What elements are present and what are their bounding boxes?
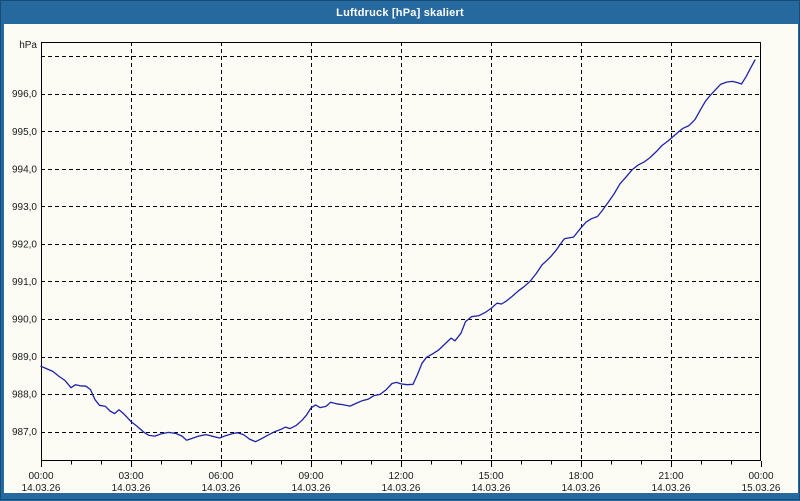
y-tick-label: 989,0 <box>12 352 37 363</box>
y-tick-label: 992,0 <box>12 239 37 250</box>
y-axis-tick-labels: 987,0 988,0 989,0 990,0 991,0 992,0 993,0 994,0… <box>12 89 37 438</box>
y-tick-label: 988,0 <box>12 390 37 401</box>
x-date-label: 14.03.26 <box>22 483 61 494</box>
x-date-label: 15.03.26 <box>742 483 781 494</box>
x-date-label: 14.03.26 <box>292 483 331 494</box>
y-tick-label: 995,0 <box>12 127 37 138</box>
x-time-label: 06:00 <box>208 471 233 482</box>
window-title: Luftdruck [hPa] skaliert <box>336 6 464 19</box>
x-date-label: 14.03.26 <box>112 483 151 494</box>
x-time-label: 09:00 <box>298 471 323 482</box>
x-time-label: 03:00 <box>118 471 143 482</box>
x-time-label: 18:00 <box>568 471 593 482</box>
x-date-label: 14.03.26 <box>382 483 421 494</box>
x-time-label: 15:00 <box>478 471 503 482</box>
y-tick-label: 987,0 <box>12 427 37 438</box>
x-time-label: 12:00 <box>388 471 413 482</box>
y-tick-label: 991,0 <box>12 277 37 288</box>
gridlines <box>41 42 761 461</box>
x-date-label: 14.03.26 <box>472 483 511 494</box>
y-axis-unit-label: hPa <box>19 40 37 51</box>
y-tick-label: 990,0 <box>12 314 37 325</box>
x-time-label: 00:00 <box>748 471 773 482</box>
x-date-label: 14.03.26 <box>562 483 601 494</box>
y-tick-label: 994,0 <box>12 164 37 175</box>
pressure-line <box>40 59 756 443</box>
x-time-label: 00:00 <box>28 471 53 482</box>
y-tick-label: 993,0 <box>12 202 37 213</box>
x-axis-tick-labels: 00:0014.03.2603:0014.03.2606:0014.03.260… <box>22 471 781 494</box>
y-tick-label: 996,0 <box>12 89 37 100</box>
plot-border-and-ticks <box>41 42 762 467</box>
x-date-label: 14.03.26 <box>652 483 691 494</box>
x-date-label: 14.03.26 <box>202 483 241 494</box>
plot-border <box>41 42 761 461</box>
window-titlebar[interactable]: Luftdruck [hPa] skaliert <box>1 1 799 24</box>
x-time-label: 21:00 <box>658 471 683 482</box>
